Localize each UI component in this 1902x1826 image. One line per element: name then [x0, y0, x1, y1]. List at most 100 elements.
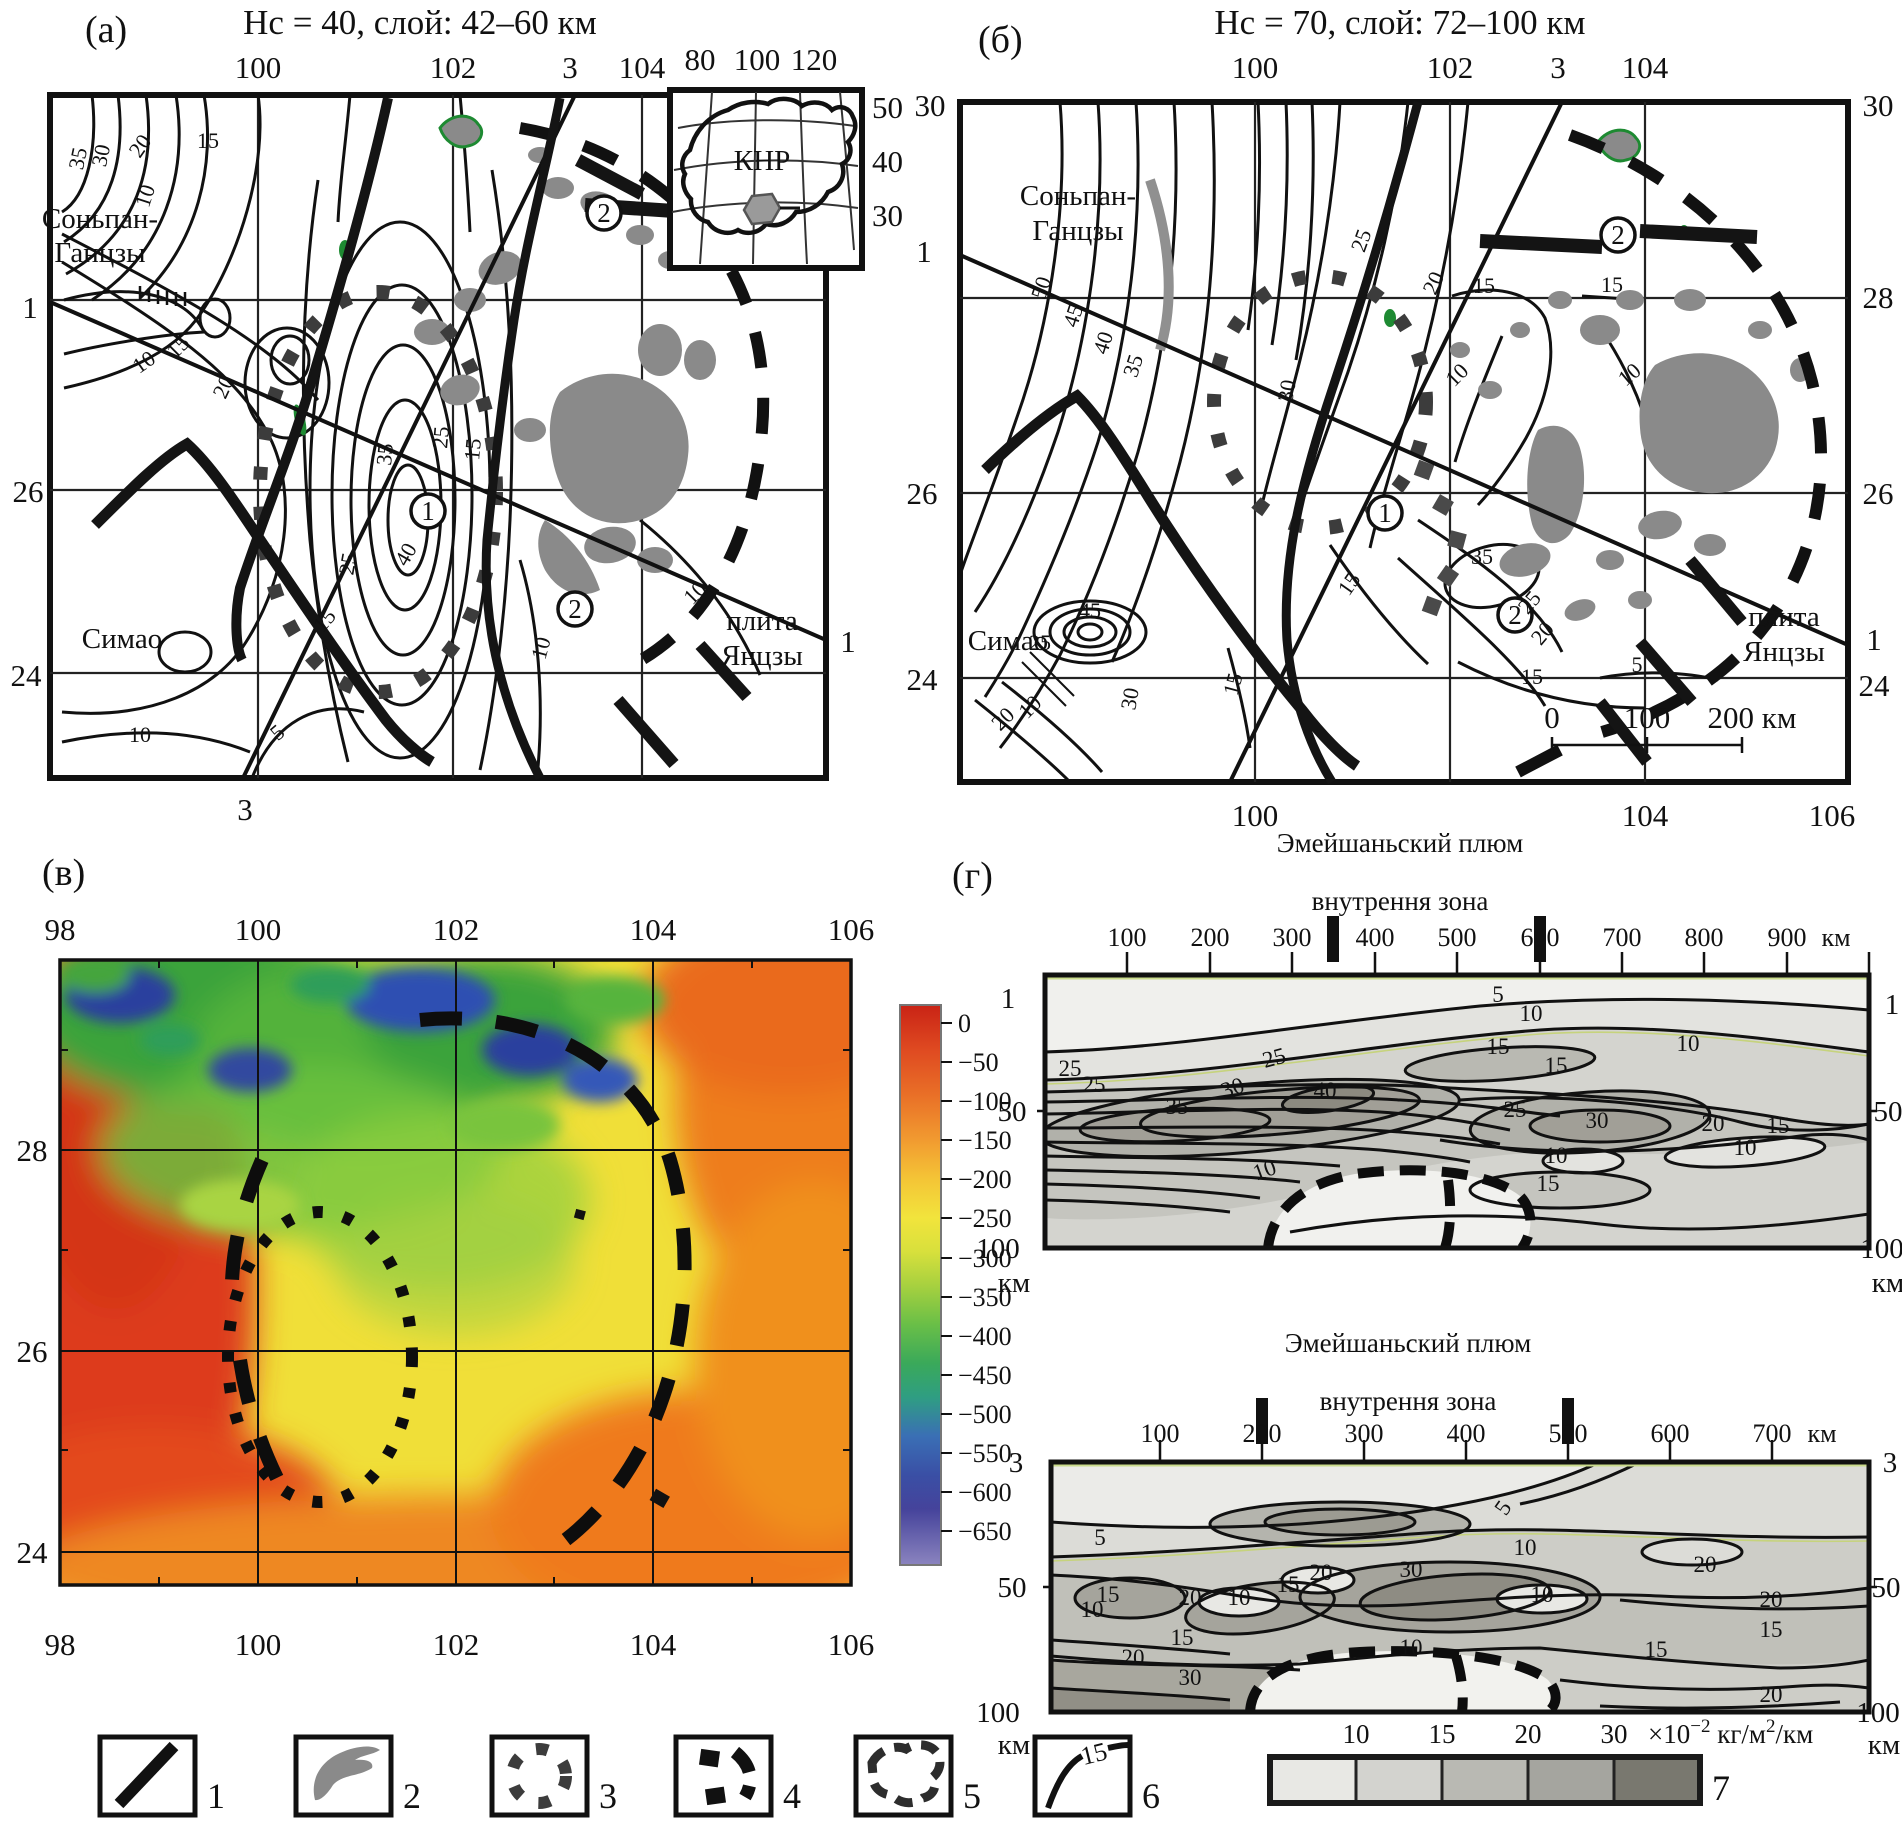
zone-number: 2 — [1611, 220, 1625, 250]
region-label: Соньпан- — [42, 203, 158, 235]
gray-arc-b — [1145, 178, 1174, 352]
depth-label: 50 — [1872, 1572, 1901, 1604]
map-b-bottom-tick: 104 — [1622, 798, 1669, 833]
contour-label: 20 — [1694, 1552, 1717, 1577]
inset-right-tick: 30 — [872, 198, 903, 233]
map-v-bottom-tick: 104 — [630, 1627, 677, 1662]
map-b-right-ticks: 30 28 26 1 24 — [1859, 88, 1894, 703]
study-area-polygon — [742, 192, 782, 226]
inner-zone-dotted-b — [1207, 269, 1433, 535]
colorbar-tick: −350 — [958, 1283, 1012, 1312]
contour-label: 30 — [1586, 1108, 1609, 1133]
scale-bar-tick: 0 — [1544, 700, 1560, 735]
inset-graticule — [671, 91, 859, 265]
depth-label: 50 — [1874, 1096, 1902, 1128]
map-a-left-tick: 1 — [22, 290, 38, 325]
map-v-bottom-tick: 106 — [828, 1627, 875, 1662]
contour-line-icon — [1045, 1742, 1129, 1810]
contour-label: 20 — [1310, 1560, 1333, 1585]
contour-label: 5 — [1492, 982, 1504, 1007]
contour-label: 20 — [1179, 1585, 1202, 1610]
map-v-grid — [60, 960, 851, 1585]
distance-tick: 800 — [1685, 923, 1724, 952]
map-a-left-tick: 24 — [11, 658, 43, 693]
region-label: Ганцзы — [1032, 215, 1123, 247]
scale-value: 30 — [1601, 1719, 1628, 1749]
dashed-arc-icon — [730, 1746, 757, 1801]
distance-tick: 300 — [1273, 923, 1312, 952]
inset-right-tick: 50 — [872, 90, 903, 125]
legend-number-6: 6 — [1142, 1776, 1160, 1816]
region-label: плита — [1748, 601, 1820, 633]
inner-zone-marker — [1327, 916, 1339, 962]
map-b-left-tick: 30 — [915, 88, 946, 123]
contour-label: 20 — [1760, 1682, 1783, 1707]
map-b-left-ticks: 30 1 26 24 — [907, 88, 946, 697]
distance-tick: км — [1807, 1419, 1836, 1448]
grayscale-units: ×10−2 кг/м2/км — [1648, 1716, 1813, 1749]
legend-number-1: 1 — [207, 1776, 225, 1816]
depth-label: км — [998, 1729, 1030, 1761]
map-v-top-tick: 106 — [828, 912, 875, 947]
contour-label: 10 — [1545, 1143, 1568, 1168]
colorbar-tick: −300 — [958, 1244, 1012, 1273]
hatch-marks-b — [1021, 651, 1075, 707]
inset-right-tick: 40 — [872, 144, 903, 179]
hatch-marks — [138, 286, 187, 306]
contour-label: 15 — [1473, 273, 1495, 298]
contour-label: 30 — [86, 142, 115, 169]
map-a-top-tick: 3 — [562, 50, 578, 85]
outer-zone-dashed-b — [1567, 129, 1827, 738]
map-v-bottom-ticks: 98 100 102 104 106 — [45, 1627, 875, 1662]
colorbar-tick: −150 — [958, 1126, 1012, 1155]
map-v-bottom-tick: 98 — [45, 1627, 76, 1662]
colorbar-tick: −500 — [958, 1400, 1012, 1429]
zone-marker-b1: 1 — [1366, 494, 1404, 532]
zone-marker-b2-top: 2 — [1599, 216, 1637, 254]
contour-label: 15 — [1601, 272, 1623, 297]
contour-label: 25 — [427, 425, 454, 449]
colorbar: 0 −50 −100 −150 −200 −250 −300 −350 −400 −450 −500… — [899, 1004, 1012, 1566]
distance-tick: 600 — [1651, 1419, 1690, 1448]
map-v-left-tick: 28 — [17, 1133, 48, 1168]
contour-label: 15 — [1171, 1625, 1194, 1650]
zone-marker-b2-bottom: 2 — [1496, 596, 1534, 634]
region-label: Соньпан- — [1020, 180, 1136, 212]
scale-bar-tick: 100 — [1624, 700, 1671, 735]
basalt-blob-icon — [313, 1746, 380, 1801]
map-v-minor-ticks — [60, 960, 851, 1585]
panel-a-label: (а) — [85, 9, 127, 51]
legend-number-5: 5 — [963, 1776, 981, 1816]
inner-zone-marker — [1256, 1398, 1268, 1444]
depth-label: 3 — [1009, 1447, 1024, 1479]
depth-label: 50 — [998, 1096, 1027, 1128]
legend-number-2: 2 — [403, 1776, 421, 1816]
map-b-top-tick: 3 — [1550, 50, 1566, 85]
depth-label: 3 — [1883, 1447, 1898, 1479]
region-label: Янцзы — [721, 640, 803, 672]
distance-tick: 200 — [1191, 923, 1230, 952]
depth-label: 100 — [1860, 1233, 1902, 1265]
zone-marker-a2-top: 2 — [585, 194, 623, 232]
legend: 1 2 3 4 5 15 6 10 15 20 30 ×10−2 кг/м2/км — [97, 1716, 1813, 1818]
fault-line-icon — [114, 1741, 179, 1809]
contour-label: 20 — [1760, 1587, 1783, 1612]
unit-part: ×10 — [1648, 1719, 1690, 1749]
depth-label: 1 — [1001, 983, 1016, 1015]
distance-tick: 700 — [1753, 1419, 1792, 1448]
inset-top-tick: 80 — [685, 42, 716, 77]
unit-part: кг/м — [1710, 1719, 1766, 1749]
contour-label: 5 — [1094, 1525, 1106, 1550]
scale-value: 20 — [1515, 1719, 1542, 1749]
map-b-top-ticks: 100 102 3 104 — [1232, 50, 1669, 85]
contour-label: 10 — [1520, 1001, 1543, 1026]
colorbar-tick: −550 — [958, 1439, 1012, 1468]
map-v-top-ticks: 98 100 102 104 106 — [45, 912, 875, 947]
outer-zone-dash-extra — [1515, 744, 1563, 778]
